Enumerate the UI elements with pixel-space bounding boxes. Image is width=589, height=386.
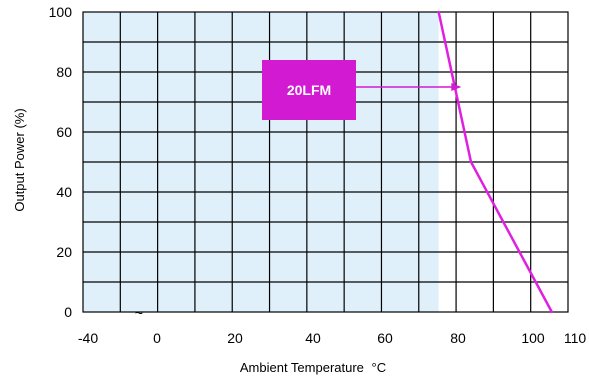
x-axis-title-text: Ambient Temperature: [240, 360, 364, 375]
x-tick-label: 100: [521, 330, 545, 346]
y-tick-label: 100: [49, 4, 73, 20]
x-tick-label: 20: [227, 330, 243, 346]
y-tick-label: 80: [56, 64, 72, 80]
annotation-layer: 20LFM: [262, 60, 462, 120]
x-tick-label: 60: [377, 330, 393, 346]
x-tick-label: -40: [78, 330, 98, 346]
y-tick-label: 40: [56, 184, 72, 200]
series-point: [437, 10, 440, 14]
y-tick-label: 0: [64, 304, 72, 320]
axis-break-marker: ~: [135, 305, 143, 321]
legend-label: 20LFM: [287, 82, 331, 98]
x-tick-labels: -40 0 20 40 60 80 100 110: [78, 330, 586, 346]
series-layer: [437, 10, 554, 314]
legend-arrow-head: [451, 83, 462, 91]
y-tick-labels: 0 20 40 60 80 100: [49, 4, 73, 320]
x-tick-label: 80: [450, 330, 466, 346]
series-point: [469, 160, 473, 164]
series-point: [550, 310, 554, 314]
plot-border: [82, 11, 569, 313]
plot-frame: [82, 11, 569, 313]
x-tick-label: 40: [305, 330, 321, 346]
x-tick-label: 110: [564, 330, 587, 346]
y-tick-label: 60: [56, 124, 72, 140]
legend-box: [262, 60, 356, 120]
x-axis-unit: °C: [372, 360, 387, 375]
x-axis-title: Ambient Temperature °C: [240, 360, 386, 375]
x-tick-label: 0: [153, 330, 161, 346]
y-tick-label: 20: [56, 244, 72, 260]
y-axis-title: Output Power (%): [12, 108, 27, 211]
